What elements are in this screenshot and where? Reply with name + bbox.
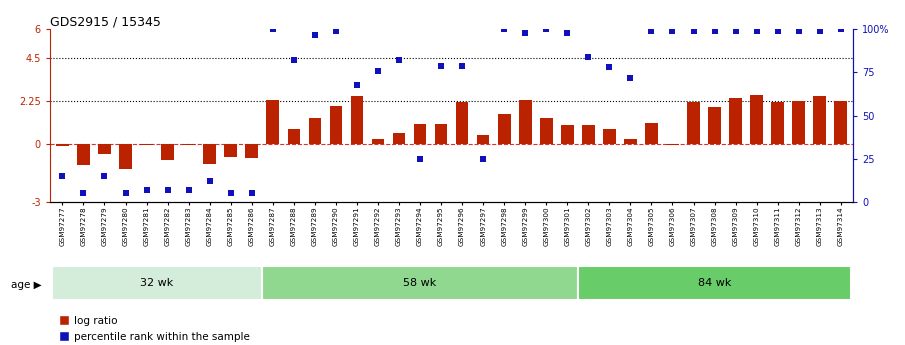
Point	[55, 173, 70, 179]
Bar	[288, 129, 300, 144]
Bar	[140, 144, 153, 145]
Point	[770, 28, 785, 34]
Point	[455, 63, 470, 68]
Point	[97, 173, 111, 179]
Point	[139, 187, 154, 193]
Bar	[793, 101, 805, 144]
Point	[308, 32, 322, 37]
Point	[686, 28, 700, 34]
Bar	[52, 266, 262, 300]
Bar	[266, 100, 279, 144]
Bar	[771, 102, 784, 144]
Bar	[56, 144, 69, 146]
Bar	[603, 129, 615, 144]
Bar	[245, 144, 258, 158]
Bar	[666, 144, 679, 145]
Point	[539, 27, 554, 32]
Point	[602, 65, 616, 70]
Bar	[434, 124, 447, 144]
Point	[497, 27, 511, 32]
Point	[624, 75, 638, 80]
Bar	[687, 102, 700, 144]
Point	[560, 30, 575, 36]
Point	[834, 27, 848, 32]
Point	[349, 82, 364, 87]
Bar	[456, 102, 469, 144]
Bar	[561, 125, 574, 144]
Bar	[582, 125, 595, 144]
Bar	[814, 96, 826, 144]
Bar	[624, 139, 637, 144]
Point	[265, 27, 280, 32]
Point	[708, 28, 722, 34]
Point	[813, 28, 827, 34]
Point	[76, 190, 91, 196]
Bar	[414, 124, 426, 144]
Point	[792, 28, 806, 34]
Text: age ▶: age ▶	[11, 280, 42, 289]
Point	[413, 156, 427, 161]
Bar	[577, 266, 852, 300]
Bar	[98, 144, 110, 154]
Bar	[477, 135, 490, 144]
Bar	[204, 144, 216, 165]
Bar	[393, 133, 405, 144]
Bar	[540, 118, 553, 144]
Bar	[519, 100, 531, 144]
Bar	[161, 144, 174, 160]
Point	[729, 28, 743, 34]
Text: 84 wk: 84 wk	[698, 278, 731, 288]
Bar	[309, 118, 321, 144]
Legend: log ratio, percentile rank within the sample: log ratio, percentile rank within the sa…	[55, 312, 253, 345]
Bar	[834, 101, 847, 144]
Bar	[224, 144, 237, 157]
Point	[203, 178, 217, 184]
Text: 32 wk: 32 wk	[140, 278, 174, 288]
Point	[224, 190, 238, 196]
Bar	[645, 123, 658, 144]
Bar	[119, 144, 132, 169]
Bar	[750, 96, 763, 144]
Bar	[262, 266, 577, 300]
Bar	[350, 96, 363, 144]
Bar	[77, 144, 90, 165]
Text: 58 wk: 58 wk	[404, 278, 437, 288]
Point	[518, 30, 532, 36]
Point	[433, 63, 448, 68]
Bar	[182, 144, 195, 145]
Point	[119, 190, 133, 196]
Point	[287, 58, 301, 63]
Point	[749, 28, 764, 34]
Point	[665, 28, 680, 34]
Point	[371, 68, 386, 73]
Point	[644, 28, 659, 34]
Point	[160, 187, 175, 193]
Point	[244, 190, 259, 196]
Bar	[329, 106, 342, 144]
Bar	[372, 139, 385, 144]
Point	[329, 28, 343, 34]
Point	[181, 187, 195, 193]
Bar	[729, 98, 742, 144]
Text: GDS2915 / 15345: GDS2915 / 15345	[50, 15, 161, 28]
Point	[392, 58, 406, 63]
Point	[476, 156, 491, 161]
Bar	[709, 107, 721, 144]
Bar	[498, 114, 510, 144]
Point	[581, 54, 595, 60]
